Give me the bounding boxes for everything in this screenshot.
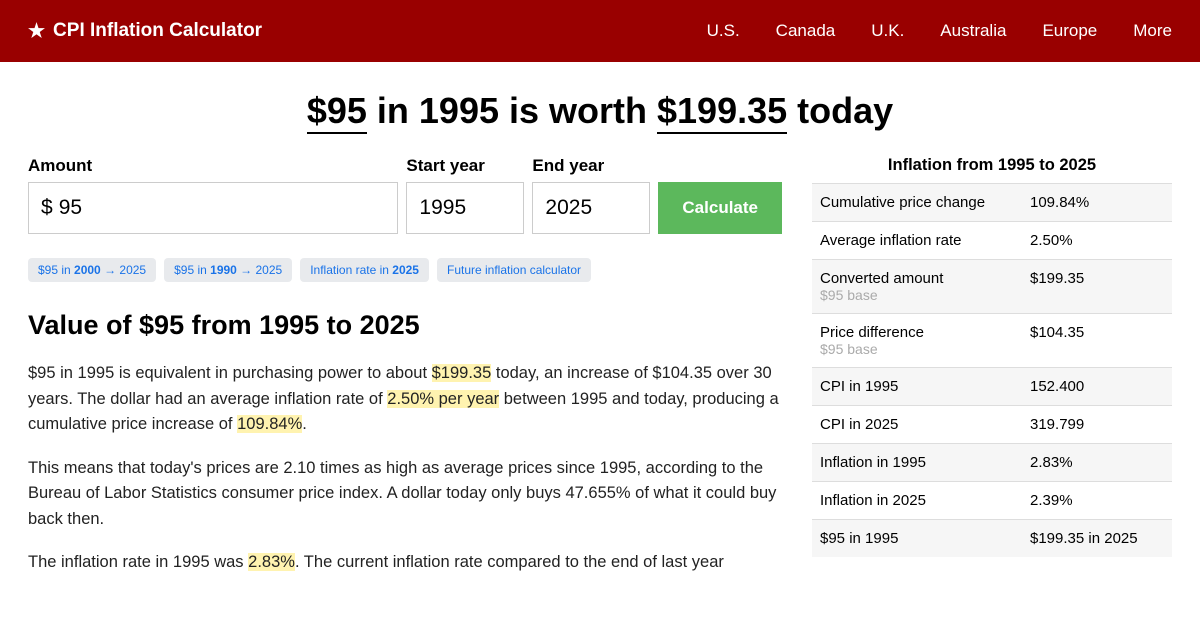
stat-label: $95 in 1995: [812, 520, 1022, 558]
stat-label: Inflation in 2025: [812, 482, 1022, 520]
quick-links: $95 in 2000 → 2025 $95 in 1990 → 2025 In…: [28, 258, 782, 282]
nav-more[interactable]: More: [1133, 21, 1172, 41]
headline-amount: $95: [307, 90, 367, 134]
calculate-button[interactable]: Calculate: [658, 182, 782, 234]
table-row: Inflation in 20252.39%: [812, 482, 1172, 520]
stat-label: Inflation in 1995: [812, 444, 1022, 482]
stat-label: Price difference$95 base: [812, 314, 1022, 368]
end-year-input[interactable]: [545, 196, 637, 220]
brand-text: CPI Inflation Calculator: [53, 20, 262, 42]
headline-result: $199.35: [657, 90, 787, 134]
table-row: CPI in 1995152.400: [812, 368, 1172, 406]
stats-table: Cumulative price change109.84%Average in…: [812, 183, 1172, 557]
paragraph-3: The inflation rate in 1995 was 2.83%. Th…: [28, 550, 782, 576]
nav-canada[interactable]: Canada: [776, 21, 836, 41]
stat-value: 2.50%: [1022, 222, 1172, 260]
nav-australia[interactable]: Australia: [940, 21, 1006, 41]
section-title: Value of $95 from 1995 to 2025: [28, 310, 782, 341]
table-row: Average inflation rate2.50%: [812, 222, 1172, 260]
start-year-wrap[interactable]: [406, 182, 524, 234]
main-column: Amount $ Start year End year Calculate: [28, 156, 782, 594]
stat-sublabel: $95 base: [820, 287, 1014, 303]
side-title: Inflation from 1995 to 2025: [812, 156, 1172, 175]
end-year-wrap[interactable]: [532, 182, 650, 234]
chip-future[interactable]: Future inflation calculator: [437, 258, 591, 282]
table-row: Converted amount$95 base$199.35: [812, 260, 1172, 314]
nav-uk[interactable]: U.K.: [871, 21, 904, 41]
top-nav: ★ CPI Inflation Calculator U.S. Canada U…: [0, 0, 1200, 62]
amount-label: Amount: [28, 156, 398, 176]
star-icon: ★: [28, 20, 45, 43]
page-headline: $95 in 1995 is worth $199.35 today: [0, 90, 1200, 132]
chip-rate-2025[interactable]: Inflation rate in 2025: [300, 258, 429, 282]
nav-us[interactable]: U.S.: [707, 21, 740, 41]
stat-label: Cumulative price change: [812, 184, 1022, 222]
stat-label: CPI in 2025: [812, 406, 1022, 444]
paragraph-1: $95 in 1995 is equivalent in purchasing …: [28, 361, 782, 438]
amount-input[interactable]: [59, 196, 386, 220]
stat-value: $199.35 in 2025: [1022, 520, 1172, 558]
stat-label: CPI in 1995: [812, 368, 1022, 406]
nav-links: U.S. Canada U.K. Australia Europe More: [707, 21, 1172, 41]
start-year-label: Start year: [406, 156, 524, 176]
table-row: Cumulative price change109.84%: [812, 184, 1172, 222]
table-row: Inflation in 19952.83%: [812, 444, 1172, 482]
start-year-input[interactable]: [419, 196, 511, 220]
nav-europe[interactable]: Europe: [1042, 21, 1097, 41]
table-row: Price difference$95 base$104.35: [812, 314, 1172, 368]
chip-2000[interactable]: $95 in 2000 → 2025: [28, 258, 156, 282]
stat-value: $199.35: [1022, 260, 1172, 314]
brand[interactable]: ★ CPI Inflation Calculator: [28, 20, 262, 43]
stat-value: 319.799: [1022, 406, 1172, 444]
stat-value: 2.39%: [1022, 482, 1172, 520]
table-row: CPI in 2025319.799: [812, 406, 1172, 444]
stat-sublabel: $95 base: [820, 341, 1014, 357]
stat-value: 109.84%: [1022, 184, 1172, 222]
amount-input-wrap[interactable]: $: [28, 182, 398, 234]
currency-symbol: $: [41, 196, 53, 220]
stat-value: 152.400: [1022, 368, 1172, 406]
stat-value: 2.83%: [1022, 444, 1172, 482]
stat-label: Converted amount$95 base: [812, 260, 1022, 314]
side-panel: Inflation from 1995 to 2025 Cumulative p…: [812, 156, 1172, 594]
paragraph-2: This means that today's prices are 2.10 …: [28, 456, 782, 533]
chip-1990[interactable]: $95 in 1990 → 2025: [164, 258, 292, 282]
end-year-label: End year: [532, 156, 650, 176]
stat-value: $104.35: [1022, 314, 1172, 368]
calc-form: Amount $ Start year End year Calculate: [28, 156, 782, 234]
table-row: $95 in 1995$199.35 in 2025: [812, 520, 1172, 558]
stat-label: Average inflation rate: [812, 222, 1022, 260]
